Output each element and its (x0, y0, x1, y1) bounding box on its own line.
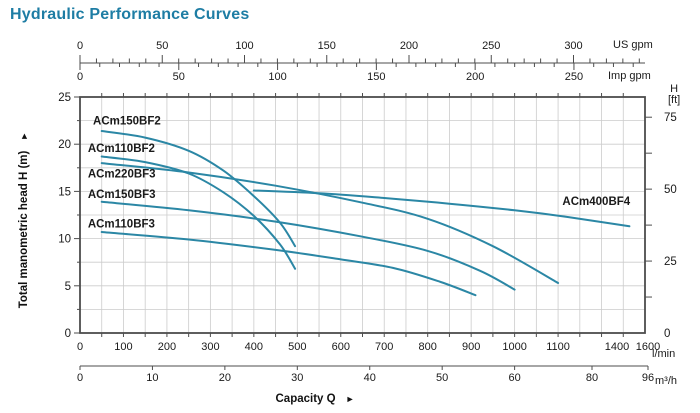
m3h-tick-label: 20 (219, 372, 231, 384)
curve-ACm150BF3 (100, 200, 516, 291)
m3h-tick-label: 80 (586, 372, 598, 384)
m3h-tick-label: 30 (291, 372, 303, 384)
left-axis-tick-label: 20 (58, 139, 71, 151)
x-axis-title: Capacity Q ► (230, 393, 400, 405)
imp-gpm-unit-label: Imp gpm (608, 70, 651, 82)
lmin-unit-label: l/min (652, 348, 676, 360)
right-axis-tick-label: 75 (664, 112, 677, 124)
curve-ACm110BF2 (100, 155, 297, 270)
imp-gpm-tick-label: 250 (565, 71, 583, 83)
imp-gpm-tick-label: 200 (466, 71, 484, 83)
curve-label-ACm400BF4: ACm400BF4 (562, 196, 630, 208)
m3h-tick-label: 0 (77, 372, 83, 384)
lmin-tick-label: 700 (375, 341, 393, 353)
us-gpm-tick-label: 150 (318, 40, 336, 52)
head-ft-line2: [ft] (668, 94, 681, 106)
left-axis-tick-label: 10 (58, 234, 71, 246)
imp-gpm-tick-label: 0 (77, 71, 83, 83)
lmin-tick-label: 1000 (502, 341, 526, 353)
curve-label-ACm150BF2: ACm150BF2 (93, 116, 161, 128)
right-axis-tick-label: 25 (664, 256, 677, 268)
left-axis-tick-label: 0 (65, 328, 71, 340)
lmin-tick-label: 600 (332, 341, 350, 353)
left-axis-tick-label: 5 (65, 281, 71, 293)
curve-ACm400BF4 (252, 189, 631, 228)
curve-ACm220BF3 (100, 162, 560, 284)
lmin-tick-label: 200 (158, 341, 176, 353)
lmin-tick-label: 1400 (605, 341, 629, 353)
curve-label-ACm220BF3: ACm220BF3 (88, 168, 156, 180)
imp-gpm-tick-label: 150 (367, 71, 385, 83)
lmin-tick-label: 900 (462, 341, 480, 353)
lmin-tick-label: 1600 (636, 341, 660, 353)
lmin-tick-label: 100 (114, 341, 132, 353)
curve-ACm110BF3 (100, 231, 477, 297)
us-gpm-tick-label: 100 (235, 40, 253, 52)
imp-gpm-tick-label: 50 (173, 71, 185, 83)
us-gpm-tick-label: 200 (400, 40, 418, 52)
page-title: Hydraulic Performance Curves (10, 6, 250, 23)
curve-label-ACm110BF2: ACm110BF2 (88, 143, 155, 155)
right-axis-tick-label: 50 (664, 184, 677, 196)
imp-gpm-tick-label: 100 (268, 71, 286, 83)
right-axis-tick-label: 0 (664, 328, 670, 340)
lmin-tick-label: 0 (77, 341, 83, 353)
us-gpm-tick-label: 0 (77, 40, 83, 52)
head-ft-line1: H (670, 83, 679, 95)
head-ft-unit-label: H [ft] (668, 84, 680, 106)
us-gpm-tick-label: 300 (564, 40, 582, 52)
m3h-tick-label: 50 (436, 372, 448, 384)
lmin-tick-label: 1100 (546, 341, 570, 353)
m3h-tick-label: 60 (508, 372, 520, 384)
m3h-tick-label: 40 (364, 372, 376, 384)
us-gpm-tick-label: 50 (156, 40, 168, 52)
curve-label-ACm150BF3: ACm150BF3 (88, 189, 156, 201)
us-gpm-unit-label: US gpm (613, 39, 653, 51)
x-axis-title-text: Capacity Q (275, 393, 336, 405)
m3h-tick-label: 96 (642, 372, 654, 384)
lmin-tick-label: 800 (419, 341, 437, 353)
lmin-tick-label: 500 (288, 341, 306, 353)
us-gpm-tick-label: 250 (482, 40, 500, 52)
lmin-tick-label: 400 (245, 341, 263, 353)
lmin-tick-label: 300 (201, 341, 219, 353)
left-axis-tick-label: 15 (58, 186, 71, 198)
curve-label-ACm110BF3: ACm110BF3 (88, 218, 155, 230)
m3h-unit-label: m³/h (655, 375, 677, 387)
left-axis-tick-label: 25 (58, 92, 71, 104)
m3h-tick-label: 10 (146, 372, 158, 384)
right-arrow-icon: ► (345, 394, 355, 404)
